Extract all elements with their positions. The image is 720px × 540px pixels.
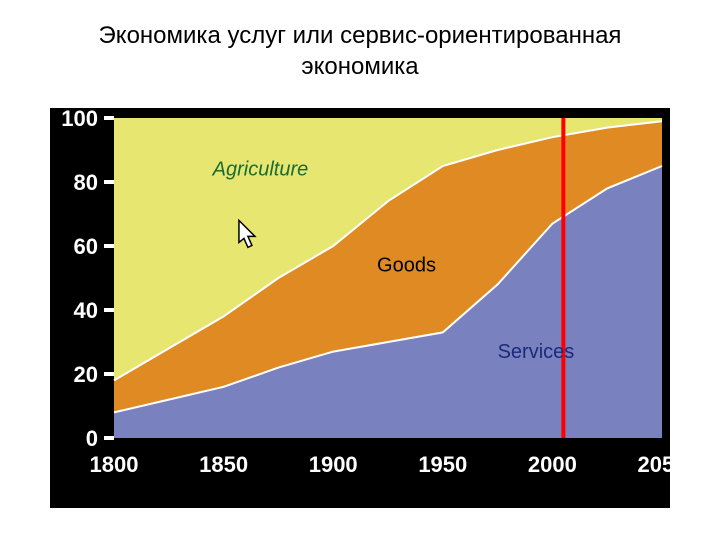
services-label: Services: [498, 341, 575, 363]
y-tick-label: 100: [61, 108, 98, 131]
x-tick-label: 1850: [199, 452, 248, 477]
x-tick-label: 2050: [638, 452, 670, 477]
y-tick-label: 40: [74, 298, 98, 323]
economy-composition-chart: 0 20 40 60 80 100 1800 1850 1900 1950 2000 2050 Agri…: [50, 108, 670, 508]
goods-label: Goods: [377, 255, 436, 277]
y-tick-label: 20: [74, 362, 98, 387]
agriculture-label: Agriculture: [212, 159, 309, 181]
y-tick-label: 80: [74, 170, 98, 195]
title-line1: Экономика услуг или сервис-ориентированн…: [99, 22, 622, 49]
y-tick-label: 0: [86, 426, 98, 451]
chart-svg: 0 20 40 60 80 100 1800 1850 1900 1950 2000 2050 Agri…: [50, 108, 670, 508]
y-tick-label: 60: [74, 234, 98, 259]
x-tick-label: 1950: [418, 452, 467, 477]
x-tick-label: 1800: [90, 452, 139, 477]
x-tick-label: 1900: [309, 452, 358, 477]
title-line2: экономика: [301, 53, 418, 80]
x-tick-label: 2000: [528, 452, 577, 477]
page-title: Экономика услуг или сервис-ориентированн…: [0, 20, 720, 82]
